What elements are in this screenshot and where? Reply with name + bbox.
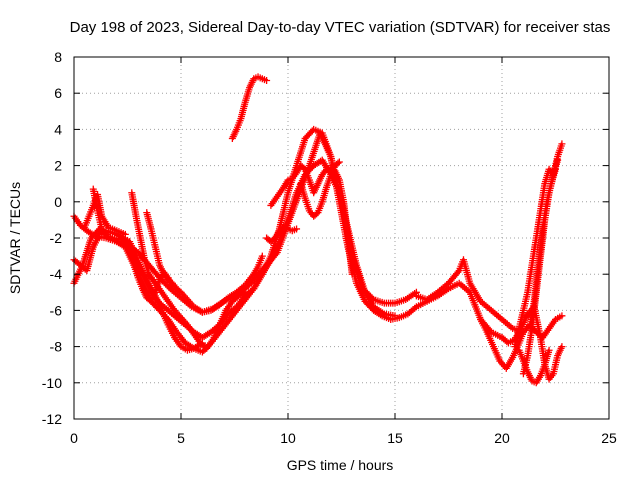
series-track-6 bbox=[143, 209, 266, 316]
series-track-4 bbox=[89, 185, 206, 354]
data-point bbox=[348, 270, 356, 278]
chart-title: Day 198 of 2023, Sidereal Day-to-day VTE… bbox=[70, 19, 611, 36]
data-point bbox=[558, 343, 566, 351]
data-point bbox=[258, 252, 266, 260]
series-track-10 bbox=[267, 162, 356, 278]
data-point bbox=[168, 285, 176, 293]
y-tick-label: -2 bbox=[50, 230, 63, 246]
x-axis-label: GPS time / hours bbox=[287, 457, 394, 473]
data-point bbox=[454, 268, 462, 276]
x-tick-label: 20 bbox=[494, 430, 510, 446]
series-track-11 bbox=[263, 223, 301, 246]
y-tick-label: 8 bbox=[54, 49, 62, 65]
series-track-7 bbox=[121, 238, 176, 305]
series-track-8 bbox=[81, 191, 129, 238]
y-tick-label: -8 bbox=[50, 339, 63, 355]
data-point bbox=[335, 158, 343, 166]
y-tick-label: 6 bbox=[54, 85, 62, 101]
data-point bbox=[176, 287, 184, 295]
y-tick-label: 0 bbox=[54, 194, 62, 210]
y-tick-label: -12 bbox=[42, 411, 62, 427]
data-point bbox=[554, 156, 562, 164]
grid bbox=[74, 57, 609, 419]
data-point bbox=[293, 225, 301, 233]
x-tick-label: 15 bbox=[387, 430, 403, 446]
data-point bbox=[558, 312, 566, 320]
data-point bbox=[241, 288, 249, 296]
data-point bbox=[558, 140, 566, 148]
data-point bbox=[334, 159, 342, 167]
series-track-12 bbox=[297, 158, 343, 220]
y-tick-label: -4 bbox=[50, 266, 63, 282]
series-track-16 bbox=[515, 346, 553, 387]
y-tick-label: -6 bbox=[50, 302, 63, 318]
y-tick-label: 2 bbox=[54, 158, 62, 174]
x-tick-label: 0 bbox=[70, 430, 78, 446]
series-track-9 bbox=[228, 73, 271, 142]
data-point bbox=[552, 165, 559, 173]
data-point bbox=[121, 230, 129, 238]
x-tick-label: 5 bbox=[177, 430, 185, 446]
data-point bbox=[391, 312, 399, 320]
series-track-13 bbox=[412, 256, 527, 336]
series-track-19 bbox=[526, 165, 559, 332]
data-points bbox=[70, 73, 566, 387]
y-axis-label: SDTVAR / TECUs bbox=[7, 182, 23, 294]
x-tick-label: 25 bbox=[601, 430, 617, 446]
y-tick-label: -10 bbox=[42, 375, 62, 391]
y-tick-label: 4 bbox=[54, 121, 62, 137]
data-point bbox=[263, 77, 271, 85]
x-tick-label: 10 bbox=[280, 430, 296, 446]
series-track-5 bbox=[128, 189, 249, 352]
data-point bbox=[545, 346, 553, 354]
